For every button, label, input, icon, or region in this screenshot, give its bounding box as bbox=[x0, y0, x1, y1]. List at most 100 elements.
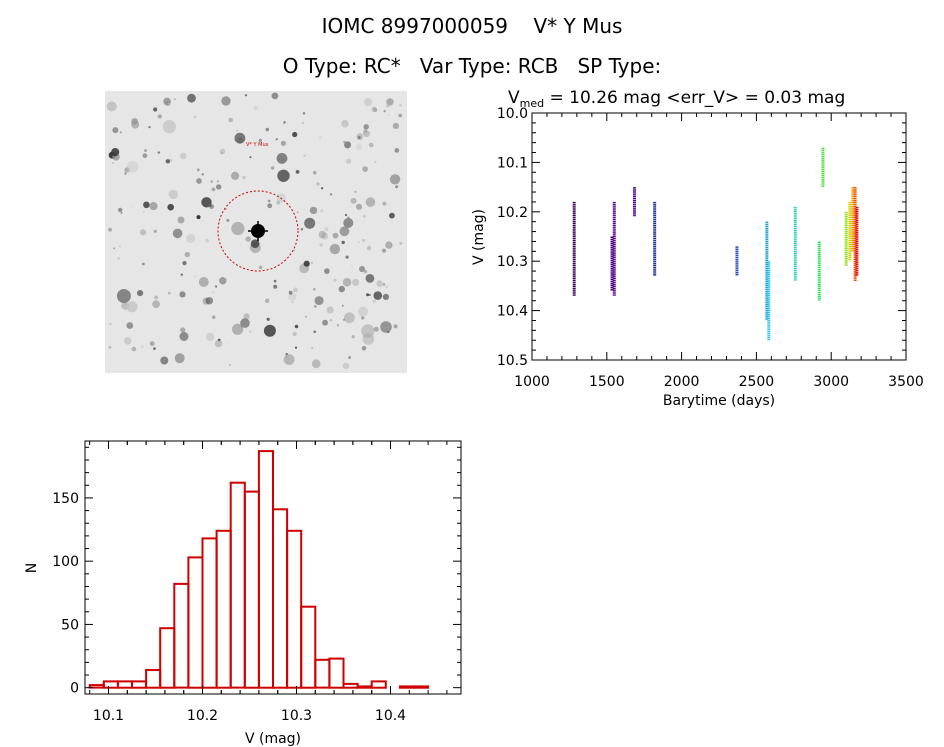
sky-star bbox=[180, 327, 186, 333]
sky-star bbox=[358, 306, 368, 317]
sky-star bbox=[210, 180, 213, 183]
histogram-xtick-label: 10.1 bbox=[93, 708, 124, 724]
histogram-ylabel: N bbox=[24, 563, 40, 573]
sky-star bbox=[351, 335, 355, 339]
sky-star bbox=[153, 347, 156, 350]
histogram-xtick-label: 10.4 bbox=[375, 708, 406, 724]
sky-star bbox=[231, 171, 240, 180]
light-curve-ytick-label: 10.0 bbox=[497, 106, 528, 122]
sky-star bbox=[303, 260, 310, 267]
sky-star bbox=[366, 245, 372, 251]
sky-star bbox=[242, 175, 246, 180]
sky-star bbox=[361, 324, 375, 338]
sky-star bbox=[300, 227, 304, 231]
sky-star bbox=[336, 324, 340, 327]
sky-star bbox=[376, 280, 383, 287]
sky-star bbox=[148, 126, 151, 129]
sky-star bbox=[352, 278, 360, 286]
sky-star bbox=[280, 140, 286, 146]
light-curve-xtick-label: 2000 bbox=[664, 374, 700, 390]
sky-star bbox=[302, 112, 306, 115]
sky-star bbox=[249, 330, 252, 333]
light-curve-ylabel: V (mag) bbox=[471, 209, 487, 265]
sky-star bbox=[153, 229, 157, 233]
sky-star bbox=[362, 214, 366, 218]
sky-star bbox=[201, 197, 212, 208]
sky-star bbox=[214, 285, 218, 288]
histogram-frame bbox=[84, 440, 462, 695]
histogram-bar bbox=[272, 508, 289, 689]
sky-star bbox=[131, 118, 139, 125]
sky-star bbox=[329, 318, 333, 322]
sky-star bbox=[162, 119, 177, 134]
sky-star bbox=[250, 239, 260, 248]
sky-star bbox=[295, 170, 300, 174]
sky-star bbox=[398, 113, 403, 118]
sky-star bbox=[108, 345, 112, 349]
sky-star bbox=[120, 212, 123, 214]
sky-star bbox=[221, 96, 231, 106]
sky-star bbox=[142, 262, 145, 266]
sky-star bbox=[372, 299, 376, 303]
sky-star bbox=[357, 241, 360, 244]
sky-star bbox=[157, 114, 162, 119]
sky-star bbox=[293, 287, 298, 293]
sky-star bbox=[359, 266, 365, 272]
sky-star bbox=[399, 241, 403, 245]
sky-star bbox=[395, 185, 399, 189]
sky-star bbox=[142, 210, 145, 213]
sky-star bbox=[177, 216, 185, 224]
histogram-xtick-label: 10.2 bbox=[187, 708, 218, 724]
sky-star bbox=[381, 248, 387, 253]
light-curve-ytick-label: 10.4 bbox=[497, 304, 528, 320]
sky-star bbox=[364, 98, 372, 107]
sky-star bbox=[301, 121, 305, 125]
sky-star bbox=[167, 203, 174, 211]
sky-star bbox=[172, 228, 183, 239]
sky-star bbox=[196, 215, 201, 220]
sky-star bbox=[184, 251, 190, 258]
sky-star bbox=[112, 162, 115, 164]
light-curve-axes: 1000 1500 2000 2500 3000 3500 10.0 10.1 10.2 10.3… bbox=[497, 106, 924, 390]
sky-star bbox=[366, 293, 370, 297]
sky-star bbox=[394, 148, 400, 153]
sky-star bbox=[382, 293, 389, 300]
sky-star bbox=[267, 199, 271, 203]
sky-star bbox=[168, 189, 178, 200]
sky-star bbox=[382, 201, 387, 206]
histogram-bar bbox=[243, 490, 260, 689]
sky-star bbox=[273, 279, 277, 283]
sky-star bbox=[324, 227, 329, 232]
sky-star bbox=[373, 326, 379, 332]
sky-star bbox=[216, 180, 219, 183]
sky-star bbox=[117, 257, 120, 260]
light-curve-points bbox=[572, 147, 859, 341]
sky-star bbox=[212, 291, 214, 294]
sky-star bbox=[243, 313, 250, 320]
histogram-bar bbox=[356, 685, 373, 689]
sky-star bbox=[232, 323, 244, 335]
sky-star bbox=[368, 294, 371, 296]
sky-star bbox=[283, 354, 295, 365]
sky-star bbox=[351, 265, 354, 268]
sky-star bbox=[149, 202, 158, 211]
sky-star bbox=[371, 106, 378, 113]
sky-star bbox=[182, 261, 187, 266]
sky-star bbox=[294, 324, 299, 329]
light-curve-ytick-label: 10.5 bbox=[497, 353, 528, 369]
sky-star bbox=[126, 160, 139, 173]
sky-star bbox=[348, 356, 351, 359]
sky-star bbox=[180, 152, 187, 160]
sky-star bbox=[144, 149, 147, 153]
sky-star bbox=[361, 346, 367, 351]
sky-star bbox=[196, 168, 200, 172]
sky-star bbox=[324, 268, 330, 274]
sky-star bbox=[363, 124, 369, 130]
sky-star bbox=[311, 261, 313, 264]
sky-star bbox=[153, 107, 158, 112]
sky-star bbox=[249, 156, 252, 159]
sky-star bbox=[131, 346, 137, 352]
sky-star bbox=[347, 216, 350, 219]
sky-star bbox=[216, 184, 222, 190]
sky-star bbox=[294, 346, 298, 349]
